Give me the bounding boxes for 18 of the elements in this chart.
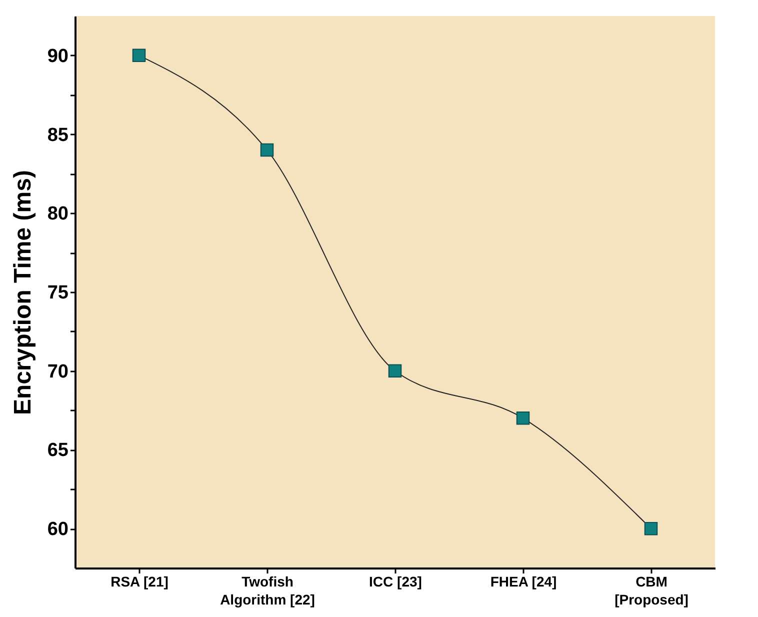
y-tick-label: 60 bbox=[47, 519, 68, 540]
point bbox=[132, 48, 146, 62]
y-tick-label: 65 bbox=[47, 440, 69, 462]
point bbox=[260, 143, 274, 157]
x-tick-label: ICC [23] bbox=[369, 574, 422, 590]
y-tick-label: 70 bbox=[47, 361, 68, 382]
point bbox=[516, 412, 530, 425]
x-tick-label: Twofish Algorithm [22] bbox=[220, 574, 315, 608]
point bbox=[388, 364, 402, 378]
x-tick-label: CBM [Proposed] bbox=[614, 574, 688, 608]
x-tick-label: RSA [21] bbox=[110, 574, 168, 590]
point bbox=[644, 522, 658, 536]
x-tick-label: FHEA [24] bbox=[490, 574, 557, 590]
y-tick-label: 90 bbox=[47, 46, 68, 67]
y-axis-title: Encryption Time (ms) bbox=[9, 170, 36, 415]
y-tick-label: 80 bbox=[47, 204, 68, 225]
y-tick-label: 85 bbox=[47, 124, 69, 146]
y-tick-label: 75 bbox=[47, 282, 69, 304]
